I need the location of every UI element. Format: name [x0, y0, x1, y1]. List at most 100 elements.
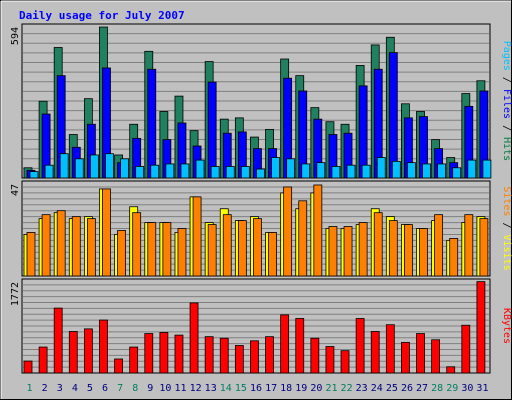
bar-pages-day-20 — [316, 162, 326, 179]
legend-entry: Sites — [501, 186, 512, 216]
x-tick-label-29: 29 — [446, 383, 458, 394]
bar-sites-day-19 — [298, 200, 308, 277]
bar-kbytes-day-11 — [174, 334, 184, 374]
bar-pages-day-17 — [271, 157, 280, 179]
bar-kbytes-day-5 — [83, 328, 93, 374]
x-tick-label-25: 25 — [386, 383, 398, 394]
bar-sites-day-29 — [449, 238, 459, 277]
bar-pages-day-7 — [120, 158, 129, 179]
bar-sites-day-10 — [162, 222, 172, 277]
x-tick-label-23: 23 — [356, 383, 368, 394]
bar-files-day-23 — [358, 85, 368, 179]
bar-sites-day-15 — [237, 220, 247, 277]
bar-pages-day-11 — [180, 163, 190, 179]
bar-pages-day-5 — [89, 154, 99, 179]
bar-kbytes-day-2 — [38, 346, 48, 374]
bar-sites-day-25 — [388, 220, 398, 277]
x-tick-label-6: 6 — [102, 383, 108, 394]
x-tick-label-30: 30 — [461, 383, 473, 394]
bar-pages-day-12 — [195, 159, 205, 179]
x-axis-labels: 1 2 3 4 5 6 7 8 9 10 11 12 13 14 15 16 17 18 19 20 21 22 23 24 2… — [27, 383, 489, 394]
x-tick-label-26: 26 — [401, 383, 413, 394]
bar-kbytes-day-10 — [159, 332, 169, 374]
bar-pages-day-22 — [346, 164, 356, 179]
bar-pages-day-15 — [240, 166, 250, 179]
x-tick-label-21: 21 — [325, 383, 337, 394]
bar-sites-day-17 — [268, 232, 277, 277]
bar-files-day-9 — [147, 68, 157, 179]
x-tick-label-28: 28 — [431, 383, 443, 394]
bar-pages-day-14 — [225, 166, 235, 179]
bar-files-day-25 — [388, 52, 398, 179]
chart-panels: 594 Pages / Files / Hits 47 Sites / Visits 1… — [10, 23, 512, 374]
y-axis-max-label: 594 — [10, 27, 21, 45]
bar-kbytes-day-20 — [310, 337, 320, 374]
bar-sites-day-2 — [41, 214, 51, 277]
legend-entry: Files — [501, 89, 512, 119]
x-tick-label-17: 17 — [265, 383, 277, 394]
bar-sites-day-6 — [102, 188, 111, 277]
panel-legend: Pages / Files / Hits — [501, 41, 512, 161]
bar-sites-day-27 — [419, 228, 428, 277]
x-tick-label-20: 20 — [310, 383, 322, 394]
bar-kbytes-day-9 — [144, 333, 154, 374]
legend-entry: / — [501, 119, 512, 137]
legend-entry: Pages — [501, 41, 512, 71]
bar-kbytes-day-26 — [401, 341, 410, 374]
x-tick-label-13: 13 — [205, 383, 217, 394]
bar-pages-day-24 — [376, 157, 386, 179]
bar-kbytes-day-22 — [340, 350, 350, 374]
bar-kbytes-day-30 — [461, 324, 471, 374]
bar-kbytes-day-7 — [114, 358, 123, 374]
x-tick-label-15: 15 — [235, 383, 247, 394]
bar-pages-day-6 — [105, 153, 114, 179]
bar-pages-day-25 — [391, 160, 401, 179]
bar-sites-day-30 — [464, 214, 474, 277]
bar-pages-day-30 — [467, 159, 477, 179]
y-axis-max-label: 1772 — [10, 282, 21, 306]
bar-sites-day-3 — [56, 210, 66, 277]
x-tick-label-5: 5 — [87, 383, 93, 394]
bar-pages-day-23 — [361, 164, 371, 179]
x-tick-label-24: 24 — [371, 383, 383, 394]
bar-sites-day-4 — [71, 216, 81, 277]
bar-sites-day-7 — [117, 230, 126, 277]
x-tick-label-2: 2 — [42, 383, 48, 394]
bar-kbytes-day-15 — [234, 345, 244, 374]
bar-kbytes-day-8 — [129, 346, 139, 374]
bar-pages-day-21 — [331, 166, 341, 179]
bar-sites-day-16 — [253, 218, 262, 277]
bar-pages-day-16 — [256, 168, 265, 179]
bar-pages-day-19 — [301, 163, 311, 179]
bar-kbytes-day-1 — [23, 360, 33, 374]
bar-sites-day-5 — [86, 218, 96, 277]
panel-2: 47 Sites / Visits — [10, 180, 512, 277]
bar-sites-day-13 — [207, 224, 217, 277]
x-tick-label-22: 22 — [341, 383, 353, 394]
bar-pages-day-8 — [135, 166, 145, 179]
bar-sites-day-12 — [192, 196, 202, 277]
bar-sites-day-9 — [147, 222, 157, 277]
legend-entry: KBytes — [501, 308, 512, 344]
bar-pages-day-2 — [44, 164, 54, 179]
bar-pages-day-4 — [74, 158, 84, 179]
panel-legend: KBytes — [501, 308, 512, 344]
panel-1: 594 Pages / Files / Hits — [10, 23, 512, 179]
bar-pages-day-3 — [59, 153, 69, 179]
x-tick-label-3: 3 — [57, 383, 63, 394]
bar-kbytes-day-23 — [355, 318, 365, 374]
bar-kbytes-day-19 — [295, 318, 305, 374]
bar-sites-day-23 — [358, 222, 368, 277]
bar-sites-day-1 — [26, 232, 36, 277]
bar-kbytes-day-16 — [250, 340, 259, 374]
bar-sites-day-11 — [177, 228, 187, 277]
legend-entry: Visits — [501, 235, 512, 271]
bar-kbytes-day-21 — [325, 346, 335, 374]
bar-sites-day-28 — [434, 214, 444, 277]
bar-kbytes-day-24 — [370, 331, 380, 374]
bar-pages-day-10 — [165, 163, 175, 179]
x-tick-label-27: 27 — [416, 383, 428, 394]
x-tick-label-12: 12 — [190, 383, 202, 394]
bar-kbytes-day-18 — [280, 314, 290, 374]
